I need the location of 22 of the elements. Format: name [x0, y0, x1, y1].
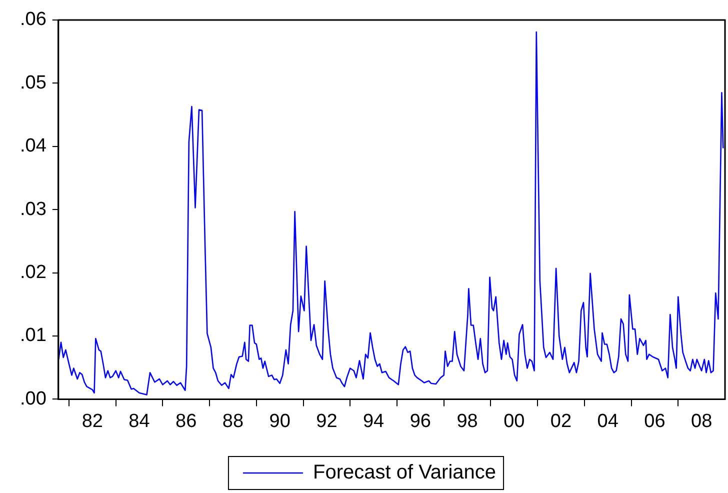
x-tick-label: 92 [316, 410, 338, 432]
x-tick-label: 06 [644, 410, 666, 432]
x-tick-label: 82 [82, 410, 103, 432]
x-tick-label: 88 [222, 410, 244, 432]
y-tick-label: .01 [20, 325, 46, 346]
y-tick-label: .05 [20, 72, 46, 94]
x-tick-label: 90 [269, 410, 290, 432]
x-tick-label: 86 [176, 410, 197, 432]
y-tick-label: .00 [20, 388, 46, 410]
x-tick-label: 94 [362, 410, 385, 432]
y-tick-label: .06 [20, 9, 46, 30]
x-tick-label: 08 [691, 410, 712, 432]
x-tick-label: 04 [597, 410, 619, 432]
y-tick-label: .03 [20, 198, 46, 220]
x-tick-label: 98 [456, 410, 478, 432]
x-tick-label: 96 [410, 410, 431, 432]
x-tick-label: 02 [550, 410, 572, 432]
x-tick-label: 84 [128, 410, 150, 432]
x-tick-label: 00 [504, 410, 525, 432]
y-tick-label: .02 [20, 262, 46, 284]
legend-label: Forecast of Variance [312, 462, 496, 484]
y-tick-label: .04 [20, 136, 47, 157]
